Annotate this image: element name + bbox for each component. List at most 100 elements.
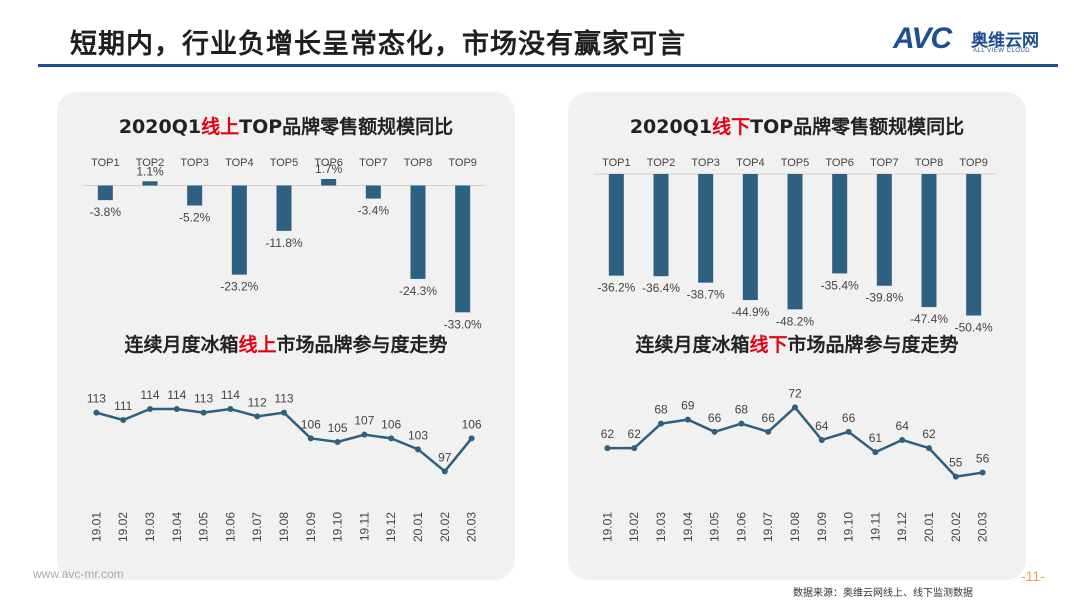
offline-line-point	[792, 404, 798, 411]
offline-line-data-label: 66	[762, 411, 776, 425]
offline-line-series-line	[607, 405, 983, 478]
online-line-point	[120, 417, 127, 423]
online-line-data-label: 114	[140, 388, 159, 402]
online-bar-category-label: TOP3	[180, 157, 209, 169]
online-line-data-label: 113	[274, 392, 293, 406]
online-line-data-label: 107	[354, 414, 374, 428]
online-line-point	[93, 409, 100, 416]
offline-line-data-label: 64	[896, 419, 910, 433]
online-line-x-tick-label: 19.11	[357, 512, 371, 541]
online-line-x-tick-label: 20.02	[438, 512, 452, 542]
offline-bar-data-label: -50.4%	[955, 321, 993, 335]
online-line-point	[441, 468, 448, 475]
online-bar-bar	[187, 185, 203, 206]
online-line-title: 连续月度冰箱线上市场品牌参与度走势	[124, 334, 448, 356]
offline-line-point	[711, 428, 718, 435]
offline-bar-data-label: -47.4%	[910, 312, 948, 326]
offline-line-point	[684, 416, 691, 423]
offline-bar-bar	[608, 174, 624, 276]
offline-bar-category-label: TOP6	[825, 157, 854, 169]
online-line-point	[307, 435, 314, 442]
offline-line-data-label: 72	[788, 386, 802, 400]
online-bar-bar	[231, 185, 247, 275]
online-line-point	[227, 406, 234, 412]
online-panel: 2020Q1线上TOP品牌零售额规模同比 TOP1 -3.8% TOP2 1.1% TO…	[57, 92, 515, 580]
online-line-data-label: 111	[114, 399, 133, 413]
offline-bar-category-label: TOP3	[691, 157, 720, 169]
online-bar-data-label: -24.3%	[399, 284, 437, 298]
online-bar-data-label: -3.8%	[90, 205, 122, 219]
online-bar-bar	[276, 185, 292, 231]
online-line-point	[281, 409, 287, 416]
offline-line-data-label: 68	[654, 403, 668, 417]
offline-line-point	[818, 436, 825, 443]
offline-line-x-tick-label: 19.11	[868, 512, 882, 541]
offline-line-data-label: 56	[976, 452, 990, 466]
offline-line-data-label: 69	[681, 399, 695, 413]
online-line-x-tick-label: 20.01	[411, 512, 425, 542]
offline-bar-category-label: TOP1	[602, 157, 631, 169]
offline-line-data-label: 64	[815, 419, 829, 433]
offline-line-data-label: 68	[735, 403, 749, 417]
offline-line-chart: 62 19.01 62 19.02 68 19.03 69 19.04 66 19.05 68 19.…	[600, 386, 990, 542]
offline-bar-chart: TOP1 -36.2% TOP2 -36.4% TOP3 -38.7% TOP4 -44.9%…	[594, 157, 996, 335]
offline-line-point	[658, 420, 664, 427]
offline-bar-bar	[742, 174, 758, 301]
offline-line-data-label: 62	[922, 427, 936, 441]
online-bar-category-label: TOP1	[91, 157, 120, 169]
online-bar-data-label: -23.2%	[220, 280, 258, 294]
online-line-point	[147, 406, 153, 412]
online-line-x-tick-label: 19.05	[197, 512, 211, 542]
offline-bar-bar	[787, 174, 803, 310]
online-bar-category-label: TOP7	[359, 157, 388, 169]
online-bar-data-label: -11.8%	[265, 236, 302, 250]
offline-line-x-tick-label: 19.01	[600, 512, 614, 542]
online-line-data-label: 105	[328, 421, 348, 435]
online-bar-bar	[365, 185, 381, 199]
offline-line-point	[899, 436, 906, 443]
online-line-chart: 113 19.01 111 19.02 114 19.03 114 19.04 113 19.05…	[87, 388, 482, 542]
offline-line-x-tick-label: 19.07	[761, 512, 775, 542]
page-number: -11-	[1021, 568, 1045, 584]
online-bar-category-label: TOP6	[314, 157, 343, 169]
offline-line-x-tick-label: 19.05	[708, 512, 722, 542]
header-divider	[38, 64, 1058, 67]
online-bar-title: 2020Q1线上TOP品牌零售额规模同比	[118, 116, 454, 138]
online-bar-category-label: TOP9	[448, 157, 477, 169]
offline-line-point	[604, 445, 611, 452]
offline-panel: 2020Q1线下TOP品牌零售额规模同比 TOP1 -36.2% TOP2 -36.4…	[568, 92, 1026, 580]
offline-line-x-tick-label: 19.12	[895, 512, 909, 542]
offline-bar-data-label: -44.9%	[731, 305, 769, 319]
online-line-data-label: 114	[167, 388, 186, 402]
online-line-point	[361, 431, 368, 438]
online-line-data-label: 114	[221, 388, 240, 402]
offline-line-point	[952, 473, 959, 480]
online-line-x-tick-label: 19.06	[223, 512, 237, 542]
offline-line-point	[872, 449, 879, 456]
online-bar-data-label: 1.7%	[315, 162, 343, 176]
online-line-point	[200, 409, 207, 416]
online-bar-data-label: -5.2%	[179, 211, 211, 225]
offline-line-point	[979, 469, 986, 476]
offline-line-x-tick-label: 19.10	[842, 512, 856, 542]
offline-line-data-label: 62	[601, 427, 615, 441]
logo-cn: 奥维云网	[971, 31, 1039, 51]
avc-logo: AVC 奥维云网 ALL VIEW CLOUD	[893, 22, 1058, 62]
online-bar-category-label: TOP8	[404, 157, 433, 169]
online-bar-category-label: TOP4	[225, 157, 254, 169]
online-line-x-tick-label: 19.04	[170, 512, 184, 542]
offline-line-point	[926, 445, 932, 452]
offline-bar-category-label: TOP4	[736, 157, 765, 169]
online-line-x-tick-label: 19.07	[250, 512, 264, 542]
offline-line-data-label: 66	[708, 411, 722, 425]
online-line-x-tick-label: 19.12	[384, 512, 398, 542]
online-line-data-label: 112	[248, 395, 267, 409]
offline-bar-category-label: TOP2	[647, 157, 676, 169]
offline-bar-data-label: -39.8%	[865, 291, 903, 305]
offline-line-point	[738, 420, 745, 427]
online-bar-category-label: TOP2	[136, 157, 165, 169]
offline-line-x-tick-label: 19.03	[654, 512, 668, 542]
offline-bar-data-label: -35.4%	[821, 278, 859, 292]
online-line-data-label: 106	[381, 417, 401, 431]
